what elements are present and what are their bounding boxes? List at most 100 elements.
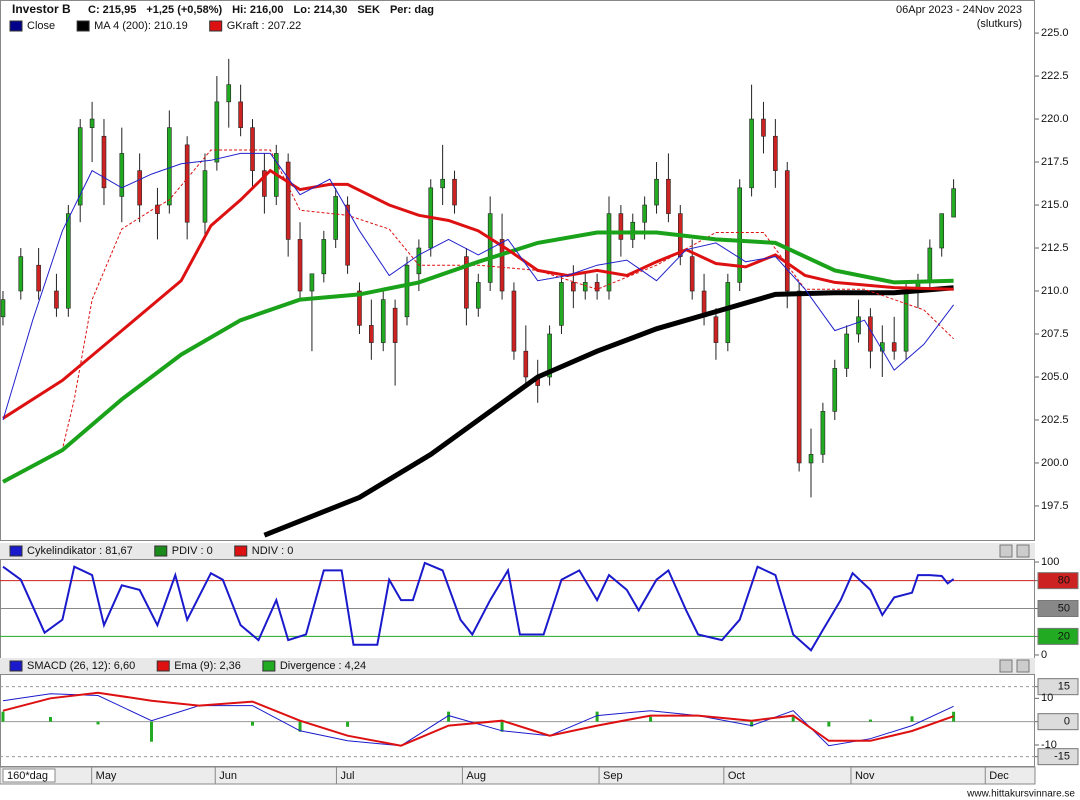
divergence-bar — [150, 721, 154, 742]
candle-body — [523, 350, 529, 378]
tool-icon[interactable] — [1016, 544, 1030, 558]
candle-body — [54, 290, 59, 309]
candle-body — [951, 188, 956, 218]
divergence-bar — [910, 716, 914, 722]
y-tick-label: 50 — [1058, 602, 1070, 614]
candle-body — [309, 273, 315, 292]
legend-label: NDIV : 0 — [252, 545, 294, 557]
y-tick-label: 205.0 — [1041, 371, 1069, 383]
candle-body — [214, 101, 220, 163]
candle-body — [606, 213, 612, 292]
tick-box — [1037, 713, 1079, 731]
legend-swatch — [76, 20, 90, 32]
candle-body — [868, 316, 873, 352]
candle-body — [618, 213, 624, 240]
candle-body — [297, 239, 303, 292]
candle-body — [333, 196, 338, 240]
candle-body — [832, 368, 838, 412]
tick-box — [1037, 678, 1079, 696]
candle-body — [475, 282, 481, 309]
line — [263, 285, 954, 538]
candle-body — [689, 256, 695, 292]
candle-body — [357, 290, 362, 326]
footer: www.hittakursvinnare.se — [966, 789, 1075, 800]
candle-body — [808, 454, 814, 464]
line — [2, 561, 955, 652]
candle-body — [226, 84, 232, 103]
candle-body — [499, 239, 505, 292]
header-text: SEK — [357, 4, 380, 16]
candle-body — [784, 170, 790, 292]
chart-title: Investor B — [12, 2, 71, 16]
x-tick-label: Sep — [603, 770, 623, 782]
divergence-bar — [827, 721, 831, 727]
header-text: C: 215,95 — [88, 4, 136, 16]
candle-body — [18, 256, 24, 292]
line — [2, 149, 954, 481]
legend-swatch — [9, 545, 23, 557]
y-tick-label: 0 — [1041, 649, 1047, 661]
candle-body — [452, 178, 457, 206]
divergence-bar — [868, 719, 872, 722]
candle-body — [927, 247, 933, 283]
candle-body — [238, 101, 243, 128]
tool-icon[interactable] — [999, 659, 1013, 673]
header-text: Lo: 214,30 — [294, 4, 348, 16]
divergence-bar — [298, 721, 302, 732]
y-tick-label: 207.5 — [1041, 328, 1069, 340]
line — [2, 693, 954, 747]
x-tick-label: Dec — [989, 770, 1009, 782]
tick-box — [1037, 572, 1079, 590]
x-tick-label: May — [96, 770, 117, 782]
candle-body — [321, 239, 327, 275]
x-tick-label: Jun — [219, 770, 237, 782]
candle-body — [796, 290, 802, 464]
candle-body — [725, 282, 731, 343]
y-tick-label: 80 — [1058, 575, 1070, 587]
candle-body — [77, 127, 83, 206]
main-panel — [0, 0, 1035, 541]
candle-body — [713, 316, 719, 343]
candle-body — [137, 170, 142, 206]
candle-body — [737, 187, 743, 283]
tick-box — [1037, 748, 1079, 766]
legend-swatch — [154, 545, 168, 557]
candle-body — [404, 264, 410, 318]
line — [2, 230, 954, 484]
legend-swatch — [9, 660, 23, 672]
legend-swatch — [234, 545, 248, 557]
candle-body — [101, 135, 107, 189]
tool-icon[interactable] — [999, 544, 1013, 558]
header-text: +1,25 (+0,58%) — [146, 4, 222, 16]
divergence-bar — [96, 721, 100, 725]
candle-body — [167, 127, 172, 206]
candle-body — [654, 178, 659, 206]
divergence-bar — [1, 711, 5, 722]
x-tick-label: Jul — [340, 770, 354, 782]
candle-body — [642, 204, 647, 223]
y-tick-label: 210.0 — [1041, 285, 1069, 297]
y-tick-label: -10 — [1041, 739, 1057, 751]
legend-label: MA 4 (200): 210.19 — [94, 20, 188, 32]
candle-body — [392, 307, 398, 343]
candle-body — [262, 170, 267, 197]
tool-icon[interactable] — [1016, 659, 1030, 673]
candle-body — [903, 290, 909, 352]
candle-body — [559, 282, 564, 326]
divergence-bar — [649, 716, 653, 722]
divergence-bar — [346, 721, 350, 727]
divergence-bar — [49, 717, 53, 722]
tick-box — [1037, 627, 1079, 645]
y-tick-label: 217.5 — [1041, 156, 1069, 168]
candle-body — [571, 282, 576, 292]
line — [2, 691, 954, 747]
period: 06Apr 2023 - 24Nov 2023 — [896, 4, 1022, 16]
candle-body — [773, 135, 778, 171]
legend-label: PDIV : 0 — [172, 545, 213, 557]
x-tick-label: Nov — [855, 770, 875, 782]
legend-label: Ema (9): 2,36 — [174, 660, 241, 672]
candle-body — [582, 282, 588, 292]
candle-body — [202, 170, 208, 223]
candle-body — [380, 299, 386, 343]
legend-label: SMACD (26, 12): 6,60 — [27, 660, 135, 672]
